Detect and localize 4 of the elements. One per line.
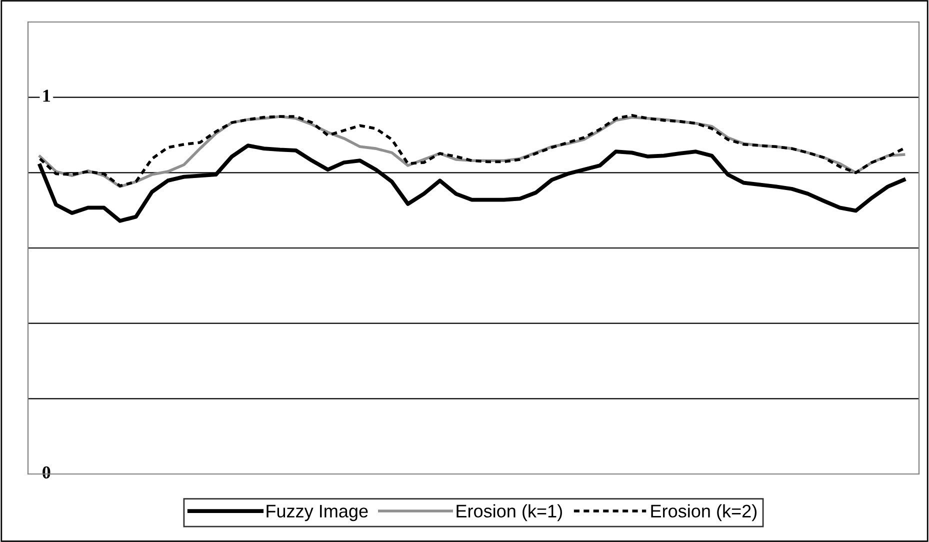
- legend-label: Fuzzy Image: [266, 504, 368, 522]
- legend-label: Erosion (k=1): [456, 504, 562, 522]
- legend-label: Erosion (k=2): [651, 504, 757, 522]
- y-tick-label: 1: [43, 90, 50, 102]
